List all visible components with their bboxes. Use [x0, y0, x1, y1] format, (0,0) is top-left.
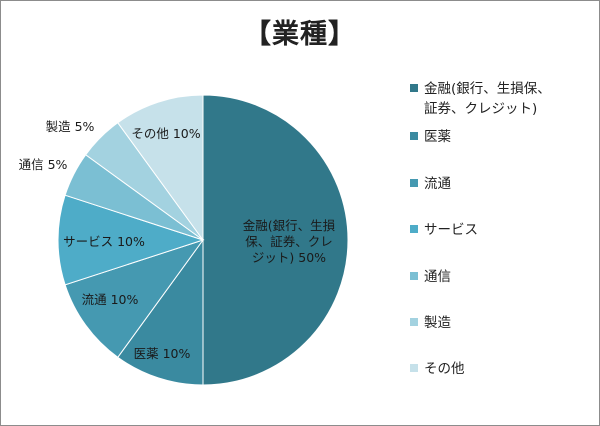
slice-data-label-5: 通信 5%	[19, 157, 68, 172]
legend-label-3: 流通	[424, 176, 451, 192]
legend-swatch-6	[410, 318, 418, 326]
legend-label-7: その他	[424, 361, 465, 377]
slice-data-label-3: 流通 10%	[82, 292, 139, 307]
legend-swatch-7	[410, 364, 418, 372]
legend-label-4: サービス	[424, 222, 478, 238]
slice-data-label-7: その他 10%	[131, 126, 200, 141]
pie-slice-4	[57, 194, 205, 286]
legend-label-6: 製造	[424, 315, 451, 331]
slice-data-label-1: 金融(銀行、生損保、証券、クレジット) 50%	[243, 218, 336, 265]
legend-swatch-1	[410, 84, 418, 92]
legend-swatch-3	[410, 179, 418, 187]
legend-swatch-2	[410, 132, 418, 140]
pie-slice-2	[117, 238, 204, 386]
legend-label-5: 通信	[424, 269, 451, 285]
slice-data-label-6: 製造 5%	[46, 119, 95, 134]
chart-title: 【業種】	[244, 19, 356, 50]
slice-data-label-2: 医薬 10%	[134, 346, 191, 361]
pie-slice-3	[64, 239, 205, 359]
pie-slice-1	[202, 94, 349, 386]
legend-swatch-5	[410, 272, 418, 280]
pie-slices	[57, 94, 349, 386]
legend-label-1: 金融(銀行、生損保、証券、クレジット)	[424, 81, 551, 117]
slice-data-label-4: サービス 10%	[63, 234, 145, 249]
slice-labels: 金融(銀行、生損保、証券、クレジット) 50% 医薬 10% 流通 10% サービス …	[19, 119, 336, 361]
legend-label-2: 医薬	[424, 129, 451, 145]
pie-slice-7	[117, 94, 204, 242]
legend-swatch-4	[410, 225, 418, 233]
